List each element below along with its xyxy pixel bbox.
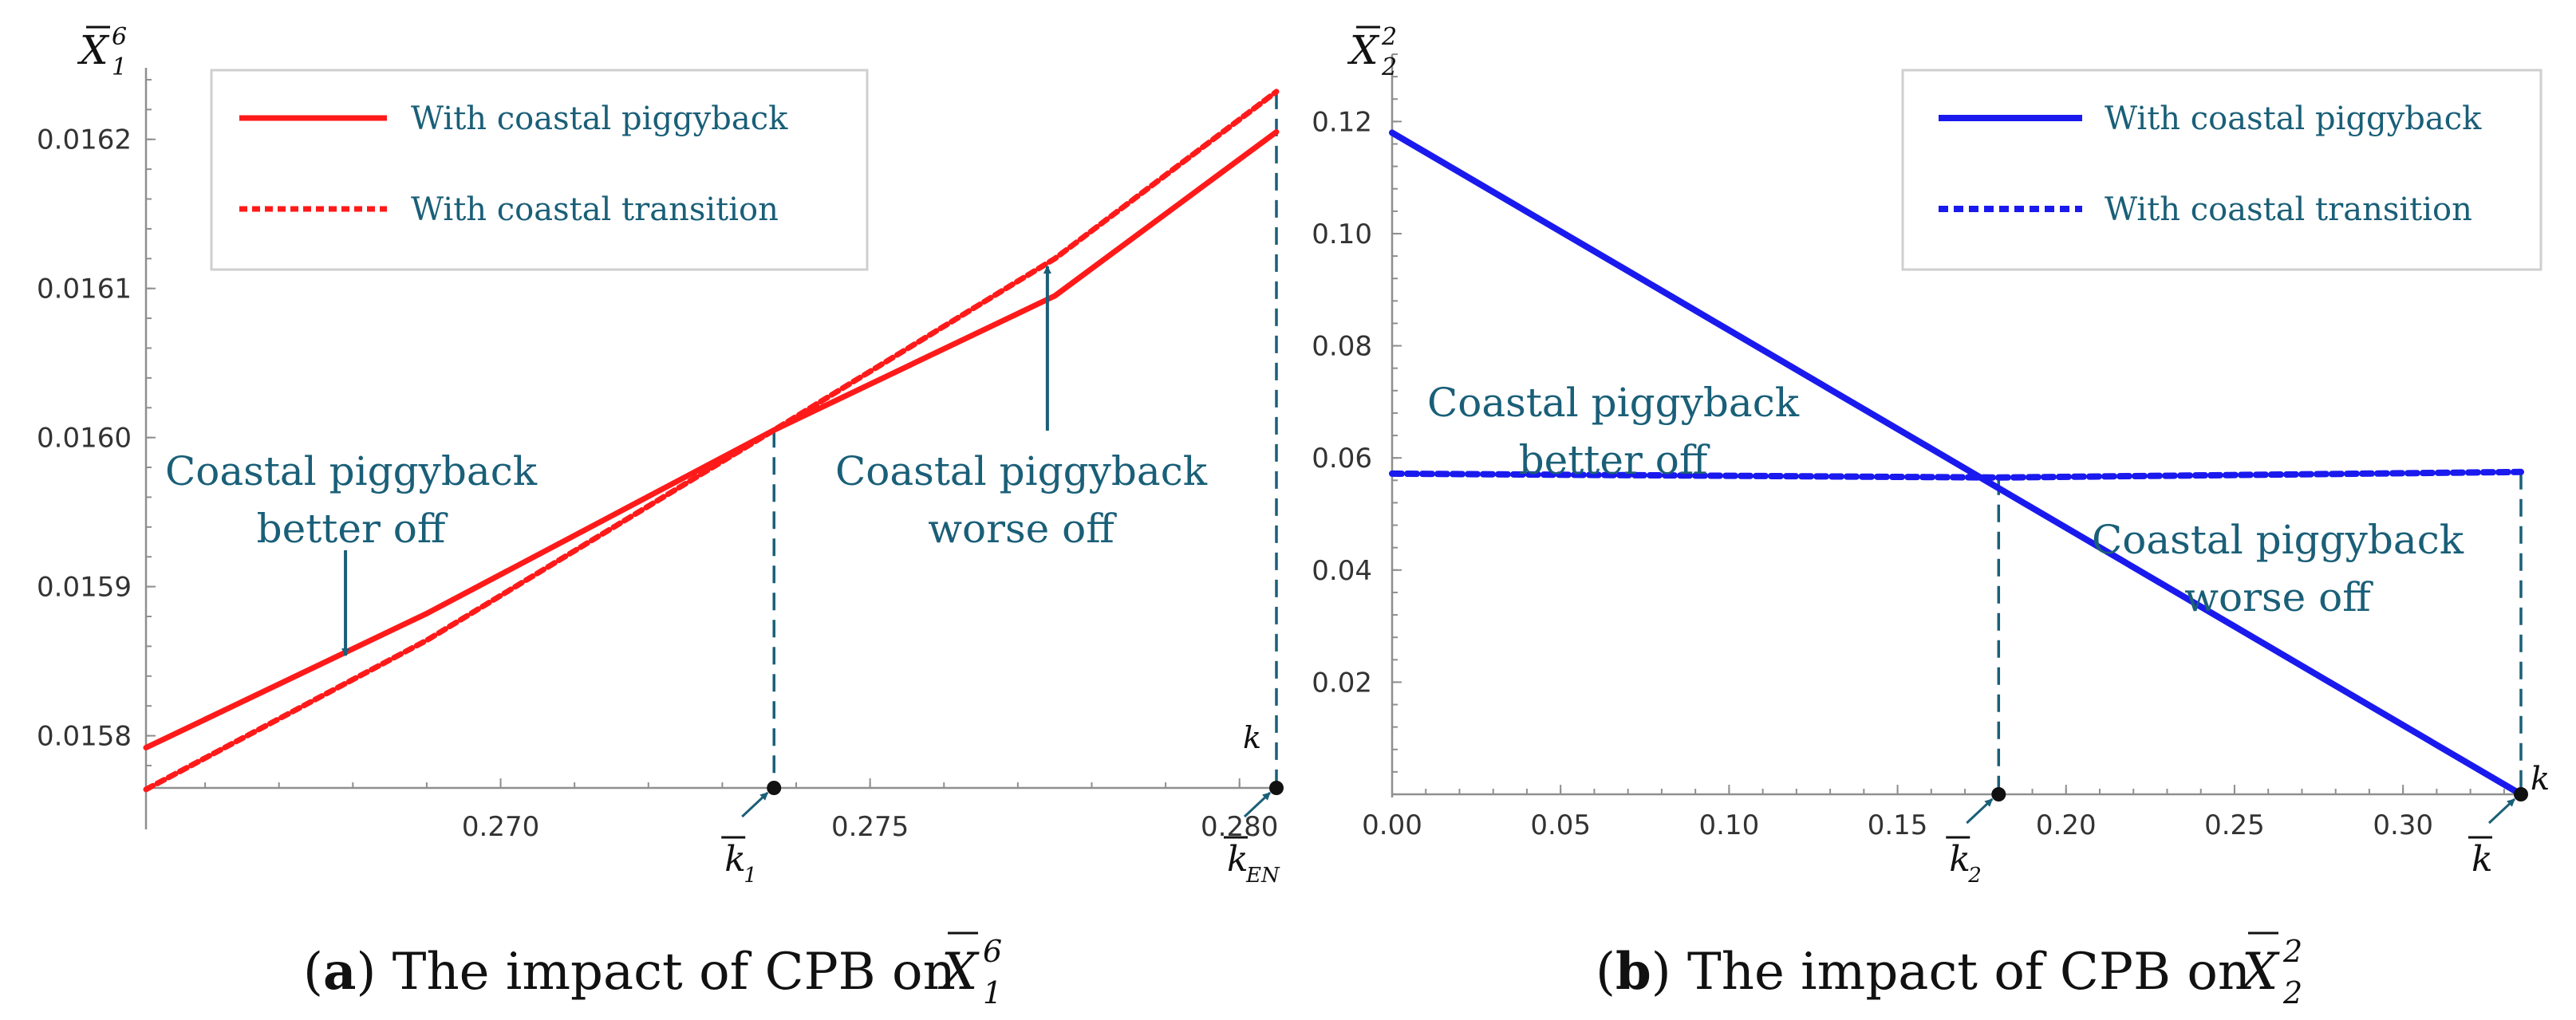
panel-b-marker-label-base: k	[2471, 839, 2493, 880]
panel-b-y-tick-label: 0.10	[1312, 219, 1372, 250]
panel-a-annotation-worse-line1: Coastal piggyback	[835, 448, 1208, 494]
panel-b-x-tick-label: 0.10	[1699, 809, 1760, 841]
panel-b-x-tick-label: 0.30	[2373, 809, 2433, 841]
panel-a-marker-label-sub: EN	[1245, 864, 1280, 888]
panel-b-marker-dot	[2514, 787, 2528, 801]
panel-a-y-tick-label: 0.0158	[37, 721, 132, 753]
panel-b-x-tick-label: 0.00	[1362, 809, 1422, 841]
caption-b-var-sup: 2	[2282, 934, 2302, 969]
panel-a-series	[143, 89, 1280, 793]
panel-b-marker-arrow	[1966, 797, 1994, 825]
caption-b-text: (b) The impact of CPB on	[1596, 942, 2251, 1002]
panel-b-marker-arrow	[2487, 797, 2516, 825]
panel-a-marker-label-base: k	[724, 839, 746, 880]
panel-a-marker-dot	[767, 781, 782, 795]
panel-a-marker-label-base: k	[1227, 839, 1249, 880]
panel-a-legend-piggyback-label: With coastal piggyback	[411, 100, 788, 137]
panel-b-y-tick-label: 0.08	[1312, 331, 1372, 363]
panel-a-annotation-better-line2: better off	[257, 506, 448, 552]
panel-a-x-tick-label: 0.275	[831, 811, 909, 843]
caption-b-letter: b	[1615, 942, 1651, 1002]
panel-a-annotation-worse: Coastal piggyback worse off	[835, 265, 1208, 552]
panel-b-transition-line	[1389, 468, 2524, 481]
panel-a-y-tick-label: 0.0160	[37, 423, 132, 455]
panel-a-legend: With coastal piggyback With coastal tran…	[210, 69, 869, 271]
panel-b-legend-piggyback-label: With coastal piggyback	[2105, 100, 2482, 137]
panel-a-legend-box	[210, 69, 869, 271]
panel-a-y-tick-label: 0.0162	[37, 124, 132, 156]
panel-b-y-tick-label: 0.06	[1312, 443, 1372, 475]
panel-b-x-tick-label: 0.05	[1530, 809, 1591, 841]
panel-b-y-axis-title-sub: 2	[1381, 53, 1397, 81]
panel-a-annotation-worse-line2: worse off	[928, 506, 1117, 552]
panel-a-guides	[772, 91, 1278, 788]
panel-a-marker-arrow	[741, 791, 769, 818]
panel-b-annotation-worse-line2: worse off	[2184, 574, 2373, 620]
panel-a-x-axis-title: k	[1243, 720, 1261, 755]
caption-b-var-base: X	[2238, 943, 2280, 1002]
caption-b-var-sub: 2	[2282, 975, 2302, 1010]
caption-a-var-sup: 6	[983, 934, 1002, 969]
panel-a-chart: 0.0158 0.0159 0.0160 0.0161 0.0162 0.270 0.27…	[37, 23, 1284, 888]
panel-b-markers: k2 kk	[1946, 761, 2550, 888]
panel-b-y-axis-title-base: X	[1347, 27, 1380, 73]
panel-b-axes	[1391, 54, 2521, 797]
panel-b-chart: 0.02 0.04 0.06 0.08 0.10 0.12 0.00 0.05 0.10 0.1…	[1312, 23, 2550, 888]
panel-a-marker-dot	[1269, 781, 1284, 795]
panel-b-x-tick-label: 0.25	[2204, 809, 2265, 841]
panel-a-annotation-better: Coastal piggyback better off	[165, 448, 538, 656]
caption-b: (b) The impact of CPB on X 2 2	[1596, 931, 2302, 1010]
panel-a-markers: k1 kEN	[721, 781, 1284, 888]
caption-a-letter: a	[323, 942, 356, 1002]
panel-a-y-axis-title-sup: 6	[112, 23, 127, 51]
panel-a-y-axis-title: X 6 1	[77, 23, 127, 81]
panel-a-y-ticks: 0.0158 0.0159 0.0160 0.0161 0.0162	[37, 124, 156, 753]
panel-b-annotation-worse: Coastal piggyback worse off	[2092, 517, 2464, 620]
panel-b-piggyback-line	[1389, 129, 2524, 797]
panel-b-annotation-better-line1: Coastal piggyback	[1427, 380, 1800, 426]
panel-b-y-tick-label: 0.02	[1312, 667, 1372, 699]
panel-b-annotation-better: Coastal piggyback better off	[1427, 380, 1800, 483]
panel-a-axes	[144, 68, 1276, 829]
panel-b-y-tick-label: 0.04	[1312, 555, 1372, 587]
panel-a-annotation-better-line1: Coastal piggyback	[165, 448, 538, 494]
panel-a-transition-line	[143, 89, 1280, 793]
panel-b-y-tick-label: 0.12	[1312, 106, 1372, 138]
panel-a-y-tick-label: 0.0159	[37, 572, 132, 604]
panel-a-y-axis-title-sub: 1	[112, 53, 127, 81]
panel-b-legend: With coastal piggyback With coastal tran…	[1901, 69, 2542, 271]
panel-b-x-tick-label: 0.20	[2036, 809, 2097, 841]
panel-b-minor-ticks	[1391, 53, 2505, 795]
panel-b-legend-transition-label: With coastal transition	[2105, 191, 2472, 228]
caption-a: (a) The impact of CPB on X 6 1	[303, 931, 1002, 1010]
caption-b-body: The impact of CPB on	[1687, 943, 2251, 1002]
panel-b-annotation-worse-line1: Coastal piggyback	[2092, 517, 2464, 563]
caption-a-text: (a) The impact of CPB on	[303, 942, 956, 1002]
panel-b-marker-dot	[1991, 787, 2006, 801]
panel-a-x-ticks: 0.270 0.275 0.280	[462, 778, 1278, 843]
panel-a-y-axis-title-base: X	[77, 27, 110, 73]
caption-a-var-base: X	[937, 943, 980, 1002]
panel-b-x-ticks: 0.00 0.05 0.10 0.15 0.20 0.25 0.30	[1362, 785, 2433, 841]
panel-a-legend-transition-label: With coastal transition	[411, 191, 779, 228]
panel-a-marker-label-sub: 1	[744, 864, 757, 888]
panel-a-y-tick-label: 0.0161	[37, 274, 132, 305]
caption-a-var-sub: 1	[983, 975, 1002, 1010]
panel-b-x-axis-title: k	[2531, 761, 2550, 797]
panel-b-y-axis-title-sup: 2	[1381, 23, 1397, 51]
panel-b-marker-label-sub: 2	[1967, 864, 1982, 888]
panel-b-y-axis-title: X 2 2	[1347, 23, 1397, 81]
panel-b-x-tick-label: 0.15	[1868, 809, 1928, 841]
panel-b-marker-label-base: k	[1949, 839, 1970, 880]
panel-b-annotation-better-line2: better off	[1519, 437, 1710, 483]
caption-a-body: The impact of CPB on	[393, 943, 956, 1002]
panel-b-y-ticks: 0.02 0.04 0.06 0.08 0.10 0.12	[1312, 106, 1402, 699]
panel-a-marker-arrow	[1243, 791, 1272, 818]
panel-b-legend-box	[1901, 69, 2542, 271]
panel-b-series	[1389, 129, 2524, 797]
panel-a-x-tick-label: 0.270	[462, 811, 539, 843]
